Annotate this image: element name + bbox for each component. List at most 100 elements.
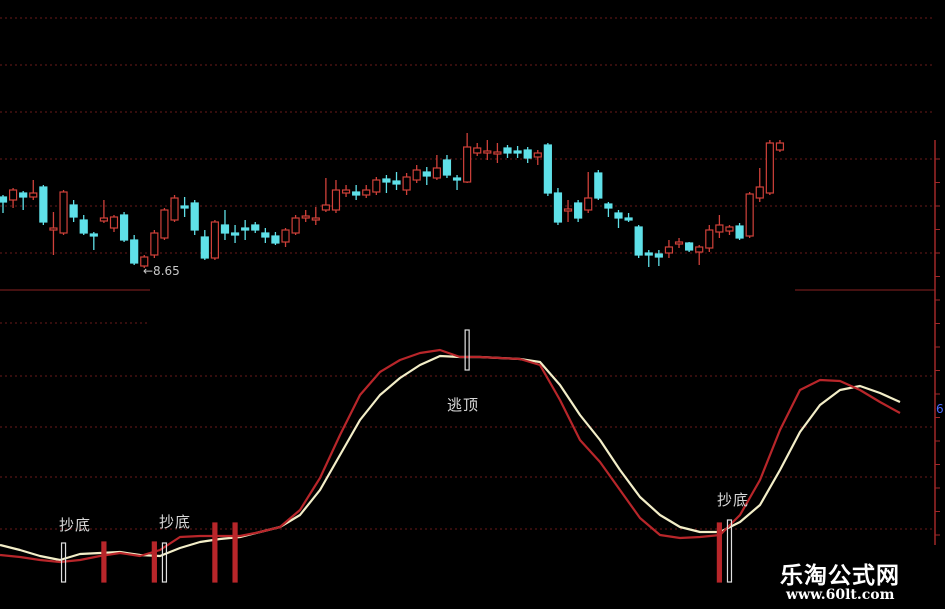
candle-down	[220, 224, 230, 234]
mark-signal-bar	[212, 522, 218, 583]
candle-up	[533, 152, 542, 158]
candle-up	[8, 189, 18, 201]
candle-down	[523, 149, 532, 159]
candle-down	[685, 242, 694, 251]
candle-down	[119, 214, 129, 241]
candle-down	[513, 150, 522, 154]
sell-signal-label: 逃顶	[447, 396, 480, 414]
candle-up	[493, 151, 502, 155]
candle-up	[29, 192, 38, 198]
candle-up	[473, 147, 482, 154]
candle-up	[109, 216, 119, 229]
candle-down	[503, 147, 512, 154]
candle-up	[150, 232, 159, 256]
candle-down	[0, 196, 8, 203]
candle-up	[170, 197, 179, 221]
candle-down	[271, 235, 280, 244]
mark-signal-bar	[232, 522, 238, 583]
buy-signal-bar	[161, 542, 168, 583]
candle-down	[261, 232, 270, 238]
candle-up	[49, 227, 58, 231]
candle-up	[362, 189, 371, 196]
candle-down	[69, 204, 78, 218]
candle-down	[735, 225, 744, 239]
candle-down	[200, 236, 209, 259]
buy-signal-bar	[60, 542, 67, 583]
candle-down	[543, 144, 552, 194]
candle-up	[584, 197, 593, 211]
buy-signal-bar	[726, 519, 733, 583]
low-price-annotation: ←8.65	[143, 264, 180, 278]
candle-up	[695, 246, 704, 253]
candle-down	[604, 203, 613, 209]
candle-up	[99, 217, 109, 222]
candle-up	[321, 204, 330, 211]
candle-down	[241, 227, 250, 231]
candle-up	[432, 167, 441, 179]
candle-up	[341, 189, 351, 194]
candle-down	[654, 253, 663, 258]
candle-up	[463, 146, 472, 183]
candle-up	[664, 246, 674, 254]
indicator-line-slow	[0, 348, 901, 564]
axis-tick-label: 6	[936, 402, 944, 416]
candle-down	[39, 186, 48, 223]
candle-down	[130, 239, 139, 264]
buy-signal-label: 抄底	[59, 516, 92, 534]
candle-up	[301, 215, 310, 219]
candle-up	[755, 186, 764, 199]
candle-down	[442, 159, 452, 176]
candle-down	[251, 224, 260, 231]
candle-down	[89, 233, 98, 237]
candle-down	[79, 219, 88, 234]
candle-up	[210, 221, 219, 259]
candle-up	[765, 142, 774, 194]
candle-up	[674, 241, 684, 245]
candle-down	[382, 178, 391, 183]
mark-signal-bar	[151, 541, 157, 583]
candle-up	[402, 176, 411, 191]
candle-up	[291, 217, 300, 234]
candle-down	[19, 192, 28, 198]
candle-up	[331, 189, 341, 211]
watermark-url: www.60lt.com	[786, 587, 895, 603]
watermark: 乐淘公式网 www.60lt.com	[770, 550, 945, 609]
candle-down	[230, 232, 240, 236]
candle-down	[553, 192, 563, 223]
candle-up	[281, 229, 290, 243]
candle-down	[594, 172, 603, 199]
candle-up	[775, 142, 785, 151]
candle-down	[422, 171, 431, 177]
candle-down	[190, 202, 199, 231]
candle-down	[352, 191, 361, 196]
candle-down	[392, 180, 401, 185]
candle-up	[745, 193, 754, 237]
candle-down	[624, 217, 633, 221]
candle-up	[705, 229, 714, 249]
mark-signal-bar	[716, 522, 722, 583]
candle-down	[574, 202, 583, 219]
candle-up	[715, 224, 724, 233]
candle-up	[412, 169, 421, 181]
candle-up	[160, 209, 169, 239]
candle-down	[180, 205, 189, 209]
candle-up	[372, 179, 381, 193]
candle-up	[311, 217, 320, 221]
buy-signal-label: 抄底	[717, 491, 750, 509]
candle-up	[563, 208, 573, 212]
sell-signal-bar	[464, 329, 470, 371]
candle-down	[644, 252, 653, 256]
buy-signal-label: 抄底	[159, 513, 192, 531]
watermark-title: 乐淘公式网	[780, 563, 900, 589]
mark-signal-bar	[101, 541, 107, 583]
indicator-line-fast	[0, 354, 901, 562]
candle-up	[140, 256, 149, 267]
candle-up	[59, 191, 68, 234]
candle-up	[483, 150, 492, 154]
candle-down	[452, 177, 462, 181]
candle-down	[634, 226, 643, 256]
candle-down	[614, 212, 623, 219]
candle-up	[725, 226, 734, 232]
